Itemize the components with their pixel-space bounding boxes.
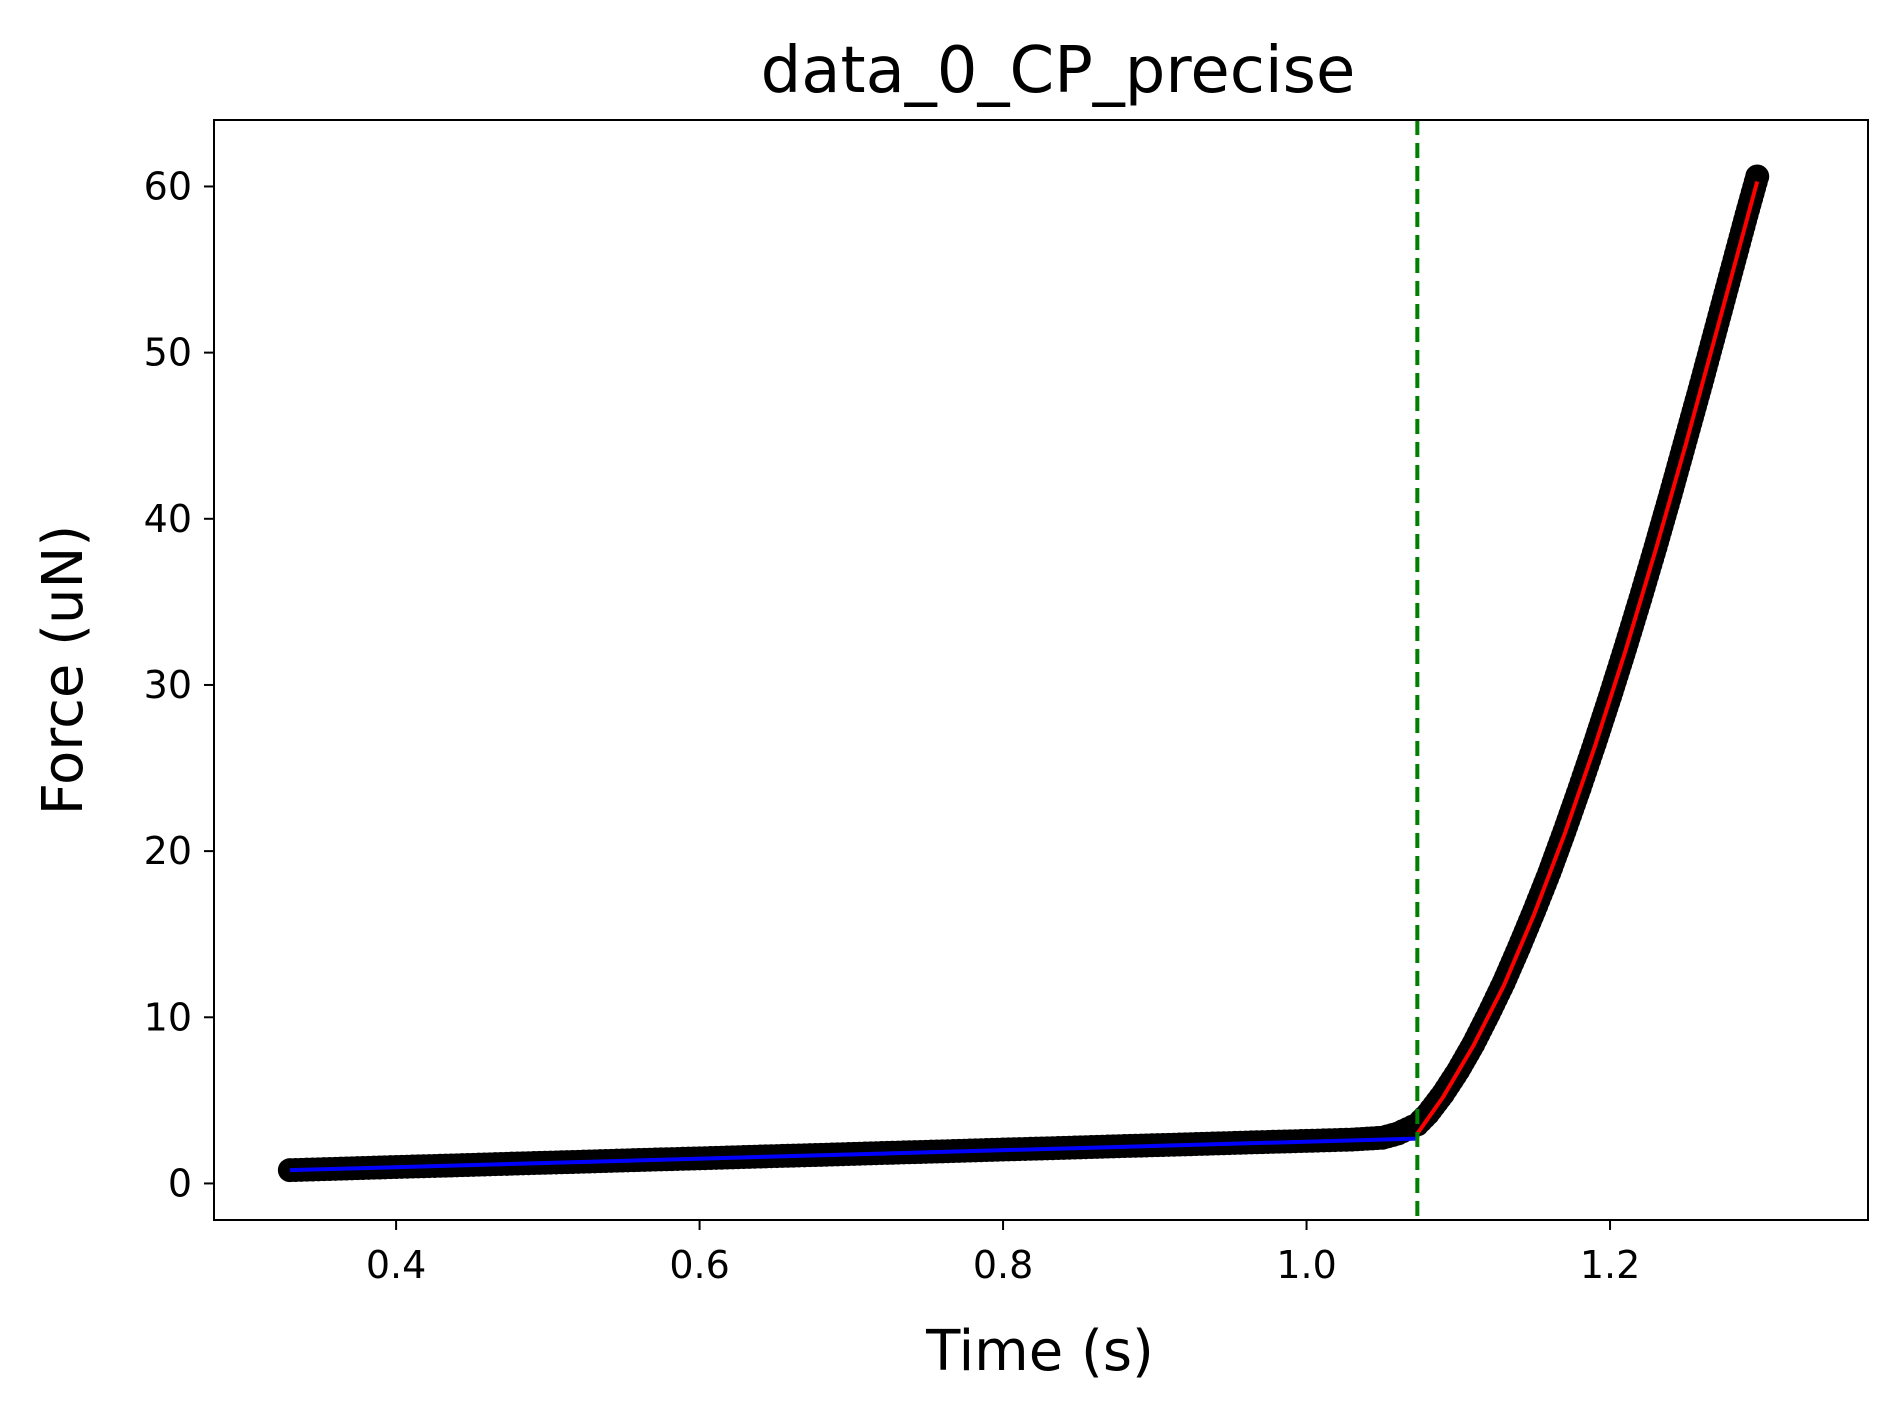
y-tick-label: 60 — [144, 164, 192, 208]
y-tick-label: 0 — [168, 1161, 192, 1205]
x-tick-label: 0.6 — [669, 1243, 729, 1287]
x-tick-label: 0.8 — [973, 1243, 1033, 1287]
baseline-fit-line — [289, 1136, 1418, 1173]
y-tick-label: 40 — [144, 497, 192, 541]
y-axis-ticks: 0 10 20 30 40 50 60 — [144, 164, 214, 1205]
y-tick-label: 10 — [144, 995, 192, 1039]
data-marks — [277, 120, 1770, 1220]
y-tick-label: 20 — [144, 829, 192, 873]
contact-fit-line — [1415, 180, 1760, 1135]
x-tick-label: 1.2 — [1580, 1243, 1640, 1287]
axes-frame — [213, 119, 1869, 1221]
y-tick-label: 50 — [144, 331, 192, 375]
plot-area — [213, 119, 1869, 1221]
x-tick-label: 1.0 — [1276, 1243, 1336, 1287]
y-axis-label: Force (uN) — [31, 525, 96, 815]
scatter-point — [1745, 164, 1770, 189]
y-tick-label: 30 — [144, 663, 192, 707]
chart-title: data_0_CP_precise — [761, 34, 1356, 108]
x-axis-label: Time (s) — [925, 1319, 1154, 1384]
x-axis-ticks: 0.4 0.6 0.8 1.0 1.2 — [366, 1220, 1640, 1287]
x-tick-label: 0.4 — [366, 1243, 426, 1287]
